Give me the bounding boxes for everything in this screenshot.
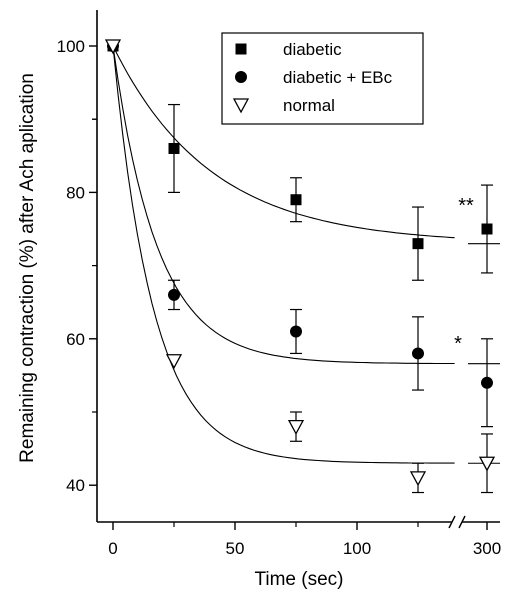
data-point bbox=[481, 223, 493, 235]
y-tick-label: 40 bbox=[66, 476, 85, 495]
data-point bbox=[481, 376, 493, 389]
x-axis-label: Time (sec) bbox=[254, 569, 343, 590]
data-point bbox=[290, 325, 302, 338]
x-tick-label: 0 bbox=[108, 539, 117, 558]
x-tick-label: 50 bbox=[226, 539, 245, 558]
legend-marker bbox=[235, 43, 247, 55]
fit-curve bbox=[112, 45, 455, 239]
data-point bbox=[290, 194, 302, 206]
legend-marker bbox=[232, 98, 250, 114]
significance-annotation: ** bbox=[458, 195, 474, 217]
data-point bbox=[104, 39, 122, 55]
x-tick-label: 300 bbox=[473, 539, 501, 558]
data-point bbox=[412, 347, 424, 360]
significance-annotations: *** bbox=[454, 195, 474, 355]
y-axis-label: Remaining contraction (%) after Ach apli… bbox=[17, 73, 38, 463]
data-point bbox=[478, 456, 496, 472]
legend-label: normal bbox=[283, 96, 335, 115]
data-point bbox=[412, 238, 424, 250]
y-tick-label: 60 bbox=[66, 330, 85, 349]
fit-curve bbox=[112, 45, 455, 365]
data-points bbox=[104, 39, 496, 487]
axis-ticks: 40 60 80 100 0 50 100 300 bbox=[57, 37, 502, 558]
legend: diabetic diabetic + EBc normal bbox=[221, 32, 424, 125]
legend-label: diabetic bbox=[283, 40, 342, 59]
data-point bbox=[409, 471, 427, 487]
axis-break-mark bbox=[448, 515, 466, 529]
legend-box bbox=[221, 32, 424, 125]
data-point bbox=[168, 142, 180, 154]
data-point bbox=[165, 354, 183, 370]
y-tick-label: 100 bbox=[57, 37, 85, 56]
x-tick-label: 100 bbox=[343, 539, 371, 558]
data-point bbox=[287, 419, 305, 436]
legend-marker bbox=[235, 71, 247, 83]
legend-label: diabetic + EBc bbox=[283, 68, 393, 87]
significance-annotation: * bbox=[454, 333, 462, 355]
y-tick-label: 80 bbox=[66, 183, 85, 202]
data-point bbox=[168, 288, 180, 301]
error-bars bbox=[168, 103, 493, 494]
